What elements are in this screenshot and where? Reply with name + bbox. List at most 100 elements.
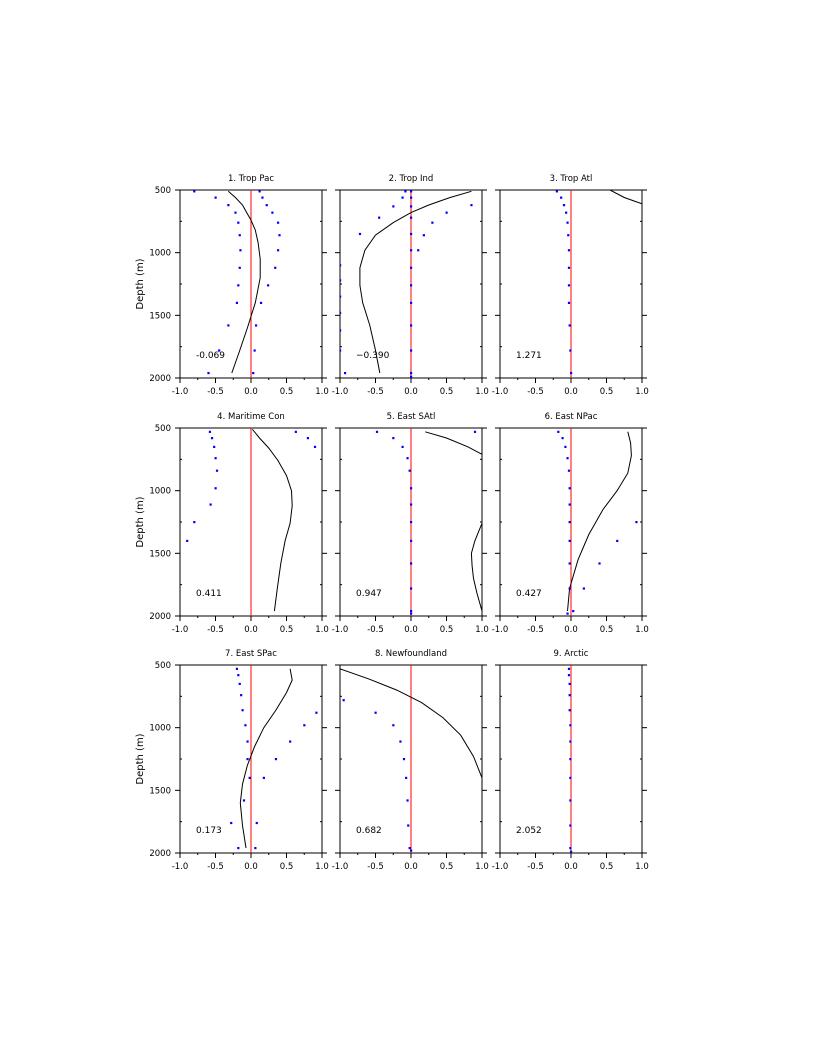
data-point bbox=[569, 846, 572, 850]
data-point bbox=[567, 266, 571, 269]
panel-title: 2. Trop Ind bbox=[389, 174, 434, 184]
panel-title: 1. Trop Pac bbox=[228, 174, 274, 184]
data-point bbox=[374, 711, 377, 714]
x-tick-label: -0.5 bbox=[527, 387, 544, 397]
x-tick-label: 1.0 bbox=[475, 625, 489, 635]
profile-curve bbox=[470, 523, 482, 612]
data-point bbox=[248, 776, 251, 779]
data-point bbox=[215, 469, 219, 472]
y-tick-label: 2000 bbox=[149, 849, 171, 859]
x-tick-label: -0.5 bbox=[207, 387, 224, 397]
y-tick-label: 500 bbox=[155, 424, 171, 434]
data-point bbox=[569, 349, 572, 352]
data-point bbox=[417, 249, 420, 252]
x-tick-label: 1.0 bbox=[315, 862, 329, 872]
data-point bbox=[193, 521, 196, 524]
y-tick-label: 2000 bbox=[149, 374, 171, 384]
data-point bbox=[303, 724, 306, 727]
data-point bbox=[410, 249, 413, 252]
data-point bbox=[569, 758, 572, 761]
data-point bbox=[404, 190, 407, 193]
plot-area bbox=[193, 190, 281, 378]
data-point bbox=[569, 724, 572, 727]
panel-value: −0.390 bbox=[356, 351, 390, 361]
x-tick-label: -1.0 bbox=[492, 387, 509, 397]
panel-9: 9. Arctic -1.0 -0.5 0.0 0.5 1.0 2.052 bbox=[492, 649, 649, 872]
x-tick-label: 0.5 bbox=[280, 862, 294, 872]
data-point bbox=[276, 221, 280, 224]
data-point bbox=[214, 487, 217, 490]
data-point bbox=[237, 221, 240, 224]
data-point bbox=[568, 562, 571, 565]
y-axis-label: Depth (m) bbox=[135, 496, 146, 547]
data-point bbox=[410, 539, 413, 542]
x-tick-label: -0.5 bbox=[527, 625, 544, 635]
data-point bbox=[569, 776, 572, 779]
data-point bbox=[407, 824, 410, 827]
x-tick-label: -0.5 bbox=[367, 387, 384, 397]
panel-title: 3. Trop Atl bbox=[550, 174, 593, 184]
data-point bbox=[358, 232, 362, 236]
x-tick-label: -0.5 bbox=[207, 862, 224, 872]
data-point bbox=[410, 349, 413, 352]
data-point bbox=[237, 674, 240, 677]
panel-7: 7. East SPac 500 1000 1500 2000-1.0 -0.5 0.0 0.… bbox=[135, 649, 329, 872]
data-point bbox=[392, 205, 395, 208]
data-point bbox=[598, 562, 601, 565]
x-tick-label: 0.0 bbox=[564, 387, 578, 397]
panel-title: 4. Maritime Con bbox=[217, 412, 285, 422]
panel-5: 5. East SAtl -1.0 -0.5 0.0 0.5 1.0 0.947 bbox=[332, 412, 489, 635]
data-point bbox=[392, 437, 395, 440]
x-tick-label: -0.5 bbox=[367, 862, 384, 872]
data-point bbox=[238, 234, 241, 237]
data-point bbox=[568, 587, 571, 590]
data-point bbox=[410, 216, 413, 219]
data-point bbox=[235, 667, 238, 670]
data-point bbox=[210, 437, 214, 440]
data-point bbox=[406, 799, 409, 802]
profile-curve bbox=[227, 190, 261, 374]
data-point bbox=[235, 301, 238, 304]
y-tick-label: 500 bbox=[155, 661, 171, 671]
data-point bbox=[410, 190, 413, 193]
data-point bbox=[401, 196, 404, 199]
data-point bbox=[410, 503, 413, 506]
data-point bbox=[570, 371, 573, 375]
panel-value: 2.052 bbox=[516, 826, 542, 836]
data-point bbox=[422, 234, 425, 237]
y-tick-label: 1000 bbox=[149, 724, 171, 734]
data-point bbox=[241, 709, 244, 712]
x-tick-label: -1.0 bbox=[332, 625, 349, 635]
data-point bbox=[262, 776, 265, 779]
data-point bbox=[567, 301, 571, 304]
x-tick-label: 0.5 bbox=[280, 387, 294, 397]
data-point bbox=[230, 821, 233, 825]
data-point bbox=[227, 204, 230, 207]
data-point bbox=[340, 295, 342, 298]
data-point bbox=[276, 249, 280, 252]
panel-3: 3. Trop Atl -1.0 -0.5 0.0 0.5 1.0 1.271 bbox=[492, 174, 649, 397]
x-tick-label: 0.5 bbox=[600, 862, 614, 872]
data-point bbox=[289, 740, 292, 743]
data-point bbox=[234, 211, 237, 214]
x-tick-label: 0.5 bbox=[440, 862, 454, 872]
data-point bbox=[254, 324, 258, 327]
data-point bbox=[218, 349, 221, 352]
x-tick-label: -1.0 bbox=[492, 625, 509, 635]
x-tick-label: 0.0 bbox=[244, 387, 258, 397]
panel-value: 0.173 bbox=[196, 826, 222, 836]
data-point bbox=[410, 205, 413, 208]
panel-8: 8. Newfoundland -1.0 -0.5 0.0 0.5 1.0 0.682 bbox=[332, 649, 489, 872]
plot-area bbox=[340, 190, 473, 378]
x-tick-label: 0.0 bbox=[244, 862, 258, 872]
data-point bbox=[208, 430, 212, 433]
x-tick-label: 0.5 bbox=[280, 625, 294, 635]
data-point bbox=[258, 190, 261, 193]
plot-area bbox=[230, 665, 318, 853]
data-point bbox=[253, 349, 256, 352]
y-axis-label: Depth (m) bbox=[135, 258, 146, 309]
data-point bbox=[406, 457, 409, 460]
data-point bbox=[340, 279, 342, 282]
x-tick-label: -1.0 bbox=[492, 862, 509, 872]
data-point bbox=[569, 824, 572, 827]
